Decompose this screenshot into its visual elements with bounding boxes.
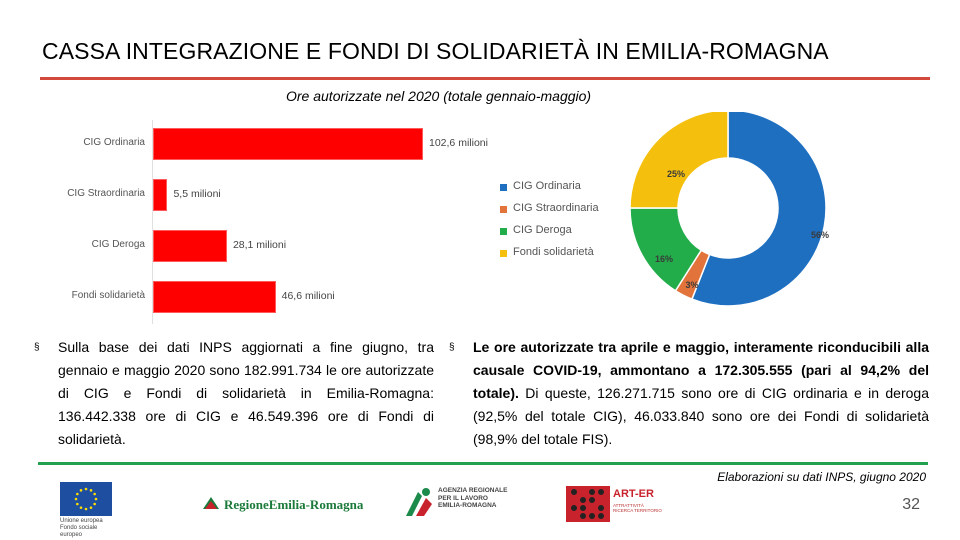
bar <box>153 230 227 262</box>
donut-data-label: 25% <box>667 169 685 179</box>
region-logo: RegioneEmilia-Romagna <box>202 492 363 516</box>
source-note: Elaborazioni su dati INPS, giugno 2020 <box>717 470 926 484</box>
bullet-right: § Le ore autorizzate tra aprile e maggio… <box>449 336 929 451</box>
bar-axis-line <box>152 120 153 324</box>
bullet-marker: § <box>449 342 455 353</box>
bar <box>153 281 276 313</box>
bar-category-label: Fondi solidarietà <box>71 290 145 301</box>
bar-value-label: 5,5 milioni <box>173 188 221 200</box>
region-emblem-icon <box>203 497 219 509</box>
bullet-right-text: Le ore autorizzate tra aprile e maggio, … <box>473 336 929 451</box>
agency-logo-text: AGENZIA REGIONALE PER IL LAVORO EMILIA-R… <box>438 487 508 509</box>
legend-swatch <box>500 250 507 257</box>
bar-value-label: 28,1 milioni <box>232 239 287 251</box>
legend-label: CIG Straordinaria <box>513 202 599 214</box>
legend-swatch <box>500 228 507 235</box>
bullet-marker: § <box>34 342 40 353</box>
bar <box>153 128 423 160</box>
donut-slice <box>690 112 827 307</box>
bar-category-label: CIG Straordinaria <box>67 188 145 199</box>
legend-swatch <box>500 184 507 191</box>
donut-data-label: 56% <box>811 230 829 240</box>
footer-rule <box>38 462 928 465</box>
slide-title: CASSA INTEGRAZIONE E FONDI DI SOLIDARIET… <box>42 38 829 64</box>
title-rule <box>40 77 930 80</box>
eu-caption: Unione europea Fondo sociale europeo <box>60 518 103 538</box>
donut-data-label: 3% <box>685 280 698 290</box>
bullet-left: § Sulla base dei dati INPS aggiornati a … <box>34 336 434 451</box>
legend-label: Fondi solidarietà <box>513 246 594 258</box>
bar-category-label: CIG Deroga <box>91 239 145 250</box>
arter-emblem-icon <box>566 486 610 522</box>
bullet-right-bold: Le ore autorizzate tra aprile e maggio, … <box>473 339 929 401</box>
agency-emblem-icon <box>406 488 432 516</box>
bar-value-label: 102,6 milioni <box>429 137 488 149</box>
bullet-right-rest: Di queste, 126.271.715 sono ore di CIG o… <box>473 385 929 447</box>
eu-flag-logo <box>60 482 112 516</box>
legend-swatch <box>500 206 507 213</box>
bar-category-label: CIG Ordinaria <box>83 137 145 148</box>
bar-value-label: 46,6 milioni <box>281 290 335 302</box>
donut-data-label: 16% <box>655 254 673 264</box>
page-number: 32 <box>902 496 920 513</box>
donut-slice <box>629 112 729 209</box>
bar-chart: CIG Ordinaria 102,6 milioni CIG Straordina… <box>55 120 488 324</box>
chart-subtitle: Ore autorizzate nel 2020 (totale gennaio… <box>286 88 592 104</box>
legend-label: CIG Deroga <box>513 224 572 236</box>
bullet-left-text: Sulla base dei dati INPS aggiornati a fi… <box>58 339 434 447</box>
arter-caption: ATTRATTIVITÀ RICERCA TERRITORIO <box>613 503 662 513</box>
donut-chart: 56% 3% 16% 25% <box>629 112 829 307</box>
bar <box>153 179 168 211</box>
region-logo-text: RegioneEmilia-Romagna <box>224 497 364 512</box>
eu-stars-icon <box>74 487 98 511</box>
legend-label: CIG Ordinaria <box>513 180 581 192</box>
arter-logo-text: ART-ER <box>613 488 654 500</box>
